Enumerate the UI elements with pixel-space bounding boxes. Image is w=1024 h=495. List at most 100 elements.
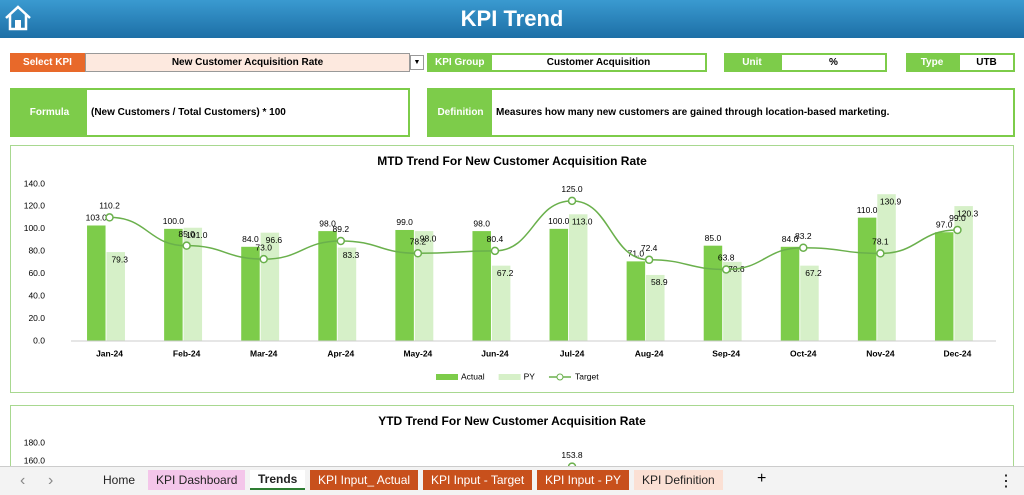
bar [954,206,973,341]
chart-title: YTD Trend For New Customer Acquisition R… [378,414,646,428]
bar [549,228,569,341]
target-point [799,243,808,252]
target-point [490,246,500,256]
formula-box: Formula (New Customers / Total Customers)… [10,88,410,137]
value: UTB [958,53,1015,72]
data-label: 153.8 [561,450,583,460]
data-label: 85.0 [705,233,722,243]
scroll-right[interactable]: › [48,472,54,489]
data-label: 99.0 [396,217,413,227]
label: Type [906,53,958,72]
data-label: 97.0 [936,219,953,229]
y-tick-label: 60.0 [28,268,45,278]
target-point [259,254,268,264]
legend-swatch [498,374,521,380]
label: Formula [12,90,87,135]
target-line [109,200,958,271]
target-point [336,236,346,246]
data-label: 83.2 [795,231,812,241]
bar [414,231,434,341]
target-point [721,265,731,274]
bar [395,229,414,341]
data-label: 99.0 [949,213,966,223]
target-point [182,241,191,250]
more[interactable]: ⋮ [998,473,1014,490]
bar [241,246,260,341]
x-tick-label: Dec-24 [944,348,972,358]
page-title: KPI Trend [460,6,564,31]
data-label: 130.9 [880,196,902,206]
x-tick-label: Mar-24 [250,348,278,358]
data-label: 110.2 [99,201,120,211]
bar [337,247,357,341]
bar [877,194,896,341]
data-label: 73.0 [255,242,272,252]
target-point [644,255,654,265]
data-label: 80.4 [487,234,504,244]
value: % [780,53,887,72]
data-label: 100.0 [548,216,570,226]
data-label: 84.0 [782,234,799,244]
title-bar: KPI Trend [0,0,1024,38]
y-tick-label: 120.0 [24,201,46,211]
dropdown-arrow[interactable]: ▼ [410,55,424,70]
sheet-tab[interactable]: KPI Definition [634,470,723,490]
sheet-tab[interactable]: KPI Dashboard [148,470,246,490]
y-tick-label: 40.0 [28,290,45,300]
target-point [953,225,962,235]
target-point [567,196,577,206]
home-icon[interactable] [4,5,32,31]
data-label: 63.8 [718,253,735,263]
mtd-chart: MTD Trend For New Customer Acquisition R… [10,145,1014,393]
data-label: 58.9 [651,277,668,287]
sheet-tab[interactable]: KPI Input_ Actual [310,470,419,490]
x-tick-label: Jun-24 [481,348,509,358]
scroll-left[interactable]: ‹ [20,472,26,489]
data-label: 98.0 [319,218,336,228]
bar [318,231,337,341]
sheet-tab[interactable]: Home [95,470,144,490]
chart-title: MTD Trend For New Customer Acquisition R… [377,154,647,168]
target-point [876,249,885,258]
x-tick-label: Feb-24 [173,348,201,358]
value: Measures how many new customers are gain… [496,107,890,118]
data-label: 71.0 [628,249,645,259]
target-point [413,249,423,258]
data-label: 89.2 [333,224,350,234]
x-tick-label: May-24 [403,348,432,358]
data-label: 85.0 [178,229,195,239]
data-label: 113.0 [572,217,593,227]
data-label: 125.0 [561,184,583,194]
y-tick-label: 180.0 [24,437,46,447]
sheet-tab[interactable]: KPI Input - Target [423,470,533,490]
data-label: 72.4 [641,243,658,253]
bar [568,214,588,341]
data-label: 110.0 [857,205,878,215]
value: (New Customers / Total Customers) * 100 [91,107,286,118]
x-tick-label: Sep-24 [712,348,740,358]
label: Select KPI [10,53,85,72]
label: Definition [429,90,492,135]
y-tick-label: 140.0 [24,178,46,188]
data-label: 103.0 [86,213,108,223]
data-label: 67.2 [805,268,822,278]
data-label: 78.1 [872,237,889,247]
target-point [105,213,114,222]
add-sheet[interactable]: + [757,470,767,487]
legend-swatch [556,373,564,381]
kpi-dropdown[interactable]: New Customer Acquisition Rate [85,53,410,72]
x-tick-label: Jan-24 [96,348,123,358]
x-tick-label: Aug-24 [635,348,664,358]
sheet-tab[interactable]: KPI Input - PY [537,470,630,490]
sheet-tab[interactable]: Trends [250,470,306,490]
bar [87,225,106,341]
data-label: 101.0 [186,230,208,240]
bar [646,274,665,341]
data-label: 98.0 [420,233,437,243]
x-tick-label: Jul-24 [560,348,585,358]
bar [472,231,491,341]
data-label: 83.3 [343,250,360,260]
bar [934,232,954,341]
x-tick-label: Nov-24 [866,348,895,358]
